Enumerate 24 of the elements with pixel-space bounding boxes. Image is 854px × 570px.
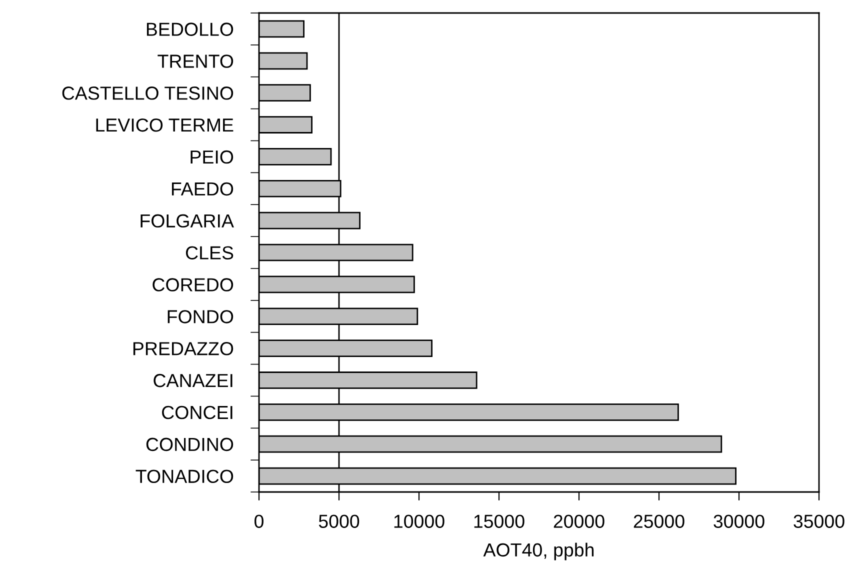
x-tick-label: 0	[254, 514, 264, 528]
x-axis-title: AOT40, ppbh	[483, 542, 594, 560]
y-tick-label: CASTELLO TESINO	[62, 86, 234, 100]
y-tick-label: BEDOLLO	[146, 22, 234, 36]
y-tick-label: FONDO	[168, 310, 234, 324]
x-tick-label: 35000	[794, 514, 844, 528]
y-tick-label: CONCEI	[162, 406, 232, 420]
x-tick-label: 10000	[394, 514, 444, 528]
x-tick-label: 30000	[714, 514, 764, 528]
y-tick-label: TONADICO	[136, 470, 234, 484]
y-tick-label: CANAZEI	[154, 374, 232, 388]
x-tick-label: 15000	[474, 514, 524, 528]
y-tick-label: TRENTO	[158, 54, 234, 68]
y-tick-label: CONDINO	[146, 438, 234, 452]
x-tick-label: 5000	[318, 514, 360, 528]
y-tick-label: COREDO	[152, 278, 234, 292]
y-tick-label: LEVICO TERME	[96, 118, 234, 132]
y-tick-label: PEIO	[190, 150, 234, 164]
y-tick-label: PREDAZZO	[133, 342, 234, 356]
x-tick-label: 25000	[634, 514, 684, 528]
y-tick-label: FAEDO	[172, 182, 234, 196]
y-tick-label: FOLGARIA	[140, 214, 234, 228]
x-tick-label: 20000	[554, 514, 604, 528]
y-tick-label: CLES	[186, 246, 234, 260]
